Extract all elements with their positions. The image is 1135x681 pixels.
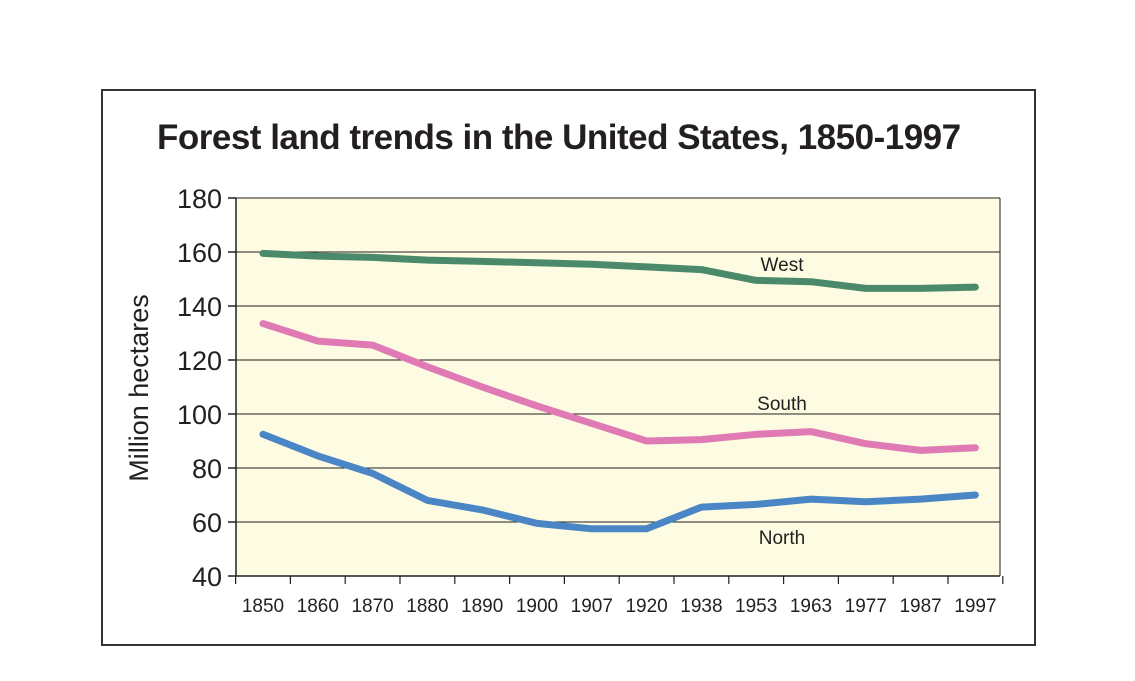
gridlines (236, 197, 1000, 523)
y-tick-label: 60 (192, 508, 222, 538)
x-tick-label: 1900 (516, 596, 558, 617)
x-tick-label: 1920 (625, 596, 667, 617)
y-tick-label: 160 (177, 238, 222, 268)
x-tick-label: 1890 (461, 596, 503, 617)
y-tick-label: 120 (177, 346, 222, 376)
chart-title: Forest land trends in the United States,… (157, 118, 961, 157)
x-tick-label: 1880 (406, 596, 448, 617)
series-label-west: West (761, 255, 805, 276)
series-label-north: North (759, 528, 805, 549)
y-tick-label: 100 (177, 400, 222, 430)
x-tick-label: 1850 (242, 596, 284, 617)
y-tick-label: 180 (177, 184, 222, 214)
series-line-south (259, 320, 979, 454)
x-tick-label: 1987 (899, 596, 941, 617)
series-line-north (259, 430, 979, 533)
y-tick-label: 140 (177, 292, 222, 322)
series-label-south: South (757, 394, 807, 415)
y-tick-label: 80 (192, 454, 222, 484)
series-labels: West South North (757, 255, 807, 549)
x-tick-label: 1938 (680, 596, 722, 617)
x-tick-label: 1907 (571, 596, 613, 617)
x-tick-label: 1963 (790, 596, 832, 617)
y-axis-ticks: 40 60 80 100 120 140 160 180 (177, 184, 236, 592)
x-tick-label: 1860 (297, 596, 339, 617)
x-axis-ticks: 1850 1860 1870 1880 1890 1900 1907 1920 1938 1953… (235, 576, 1004, 617)
series-group (259, 249, 979, 533)
x-tick-label: 1953 (735, 596, 777, 617)
x-tick-label: 1997 (954, 596, 996, 617)
x-tick-label: 1870 (351, 596, 393, 617)
plot-area (236, 198, 1000, 576)
x-tick-label: 1977 (845, 596, 887, 617)
y-axis-label: Million hectares (124, 294, 154, 482)
axes (235, 198, 1001, 577)
series-line-west (259, 249, 979, 292)
y-tick-label: 40 (192, 562, 222, 592)
